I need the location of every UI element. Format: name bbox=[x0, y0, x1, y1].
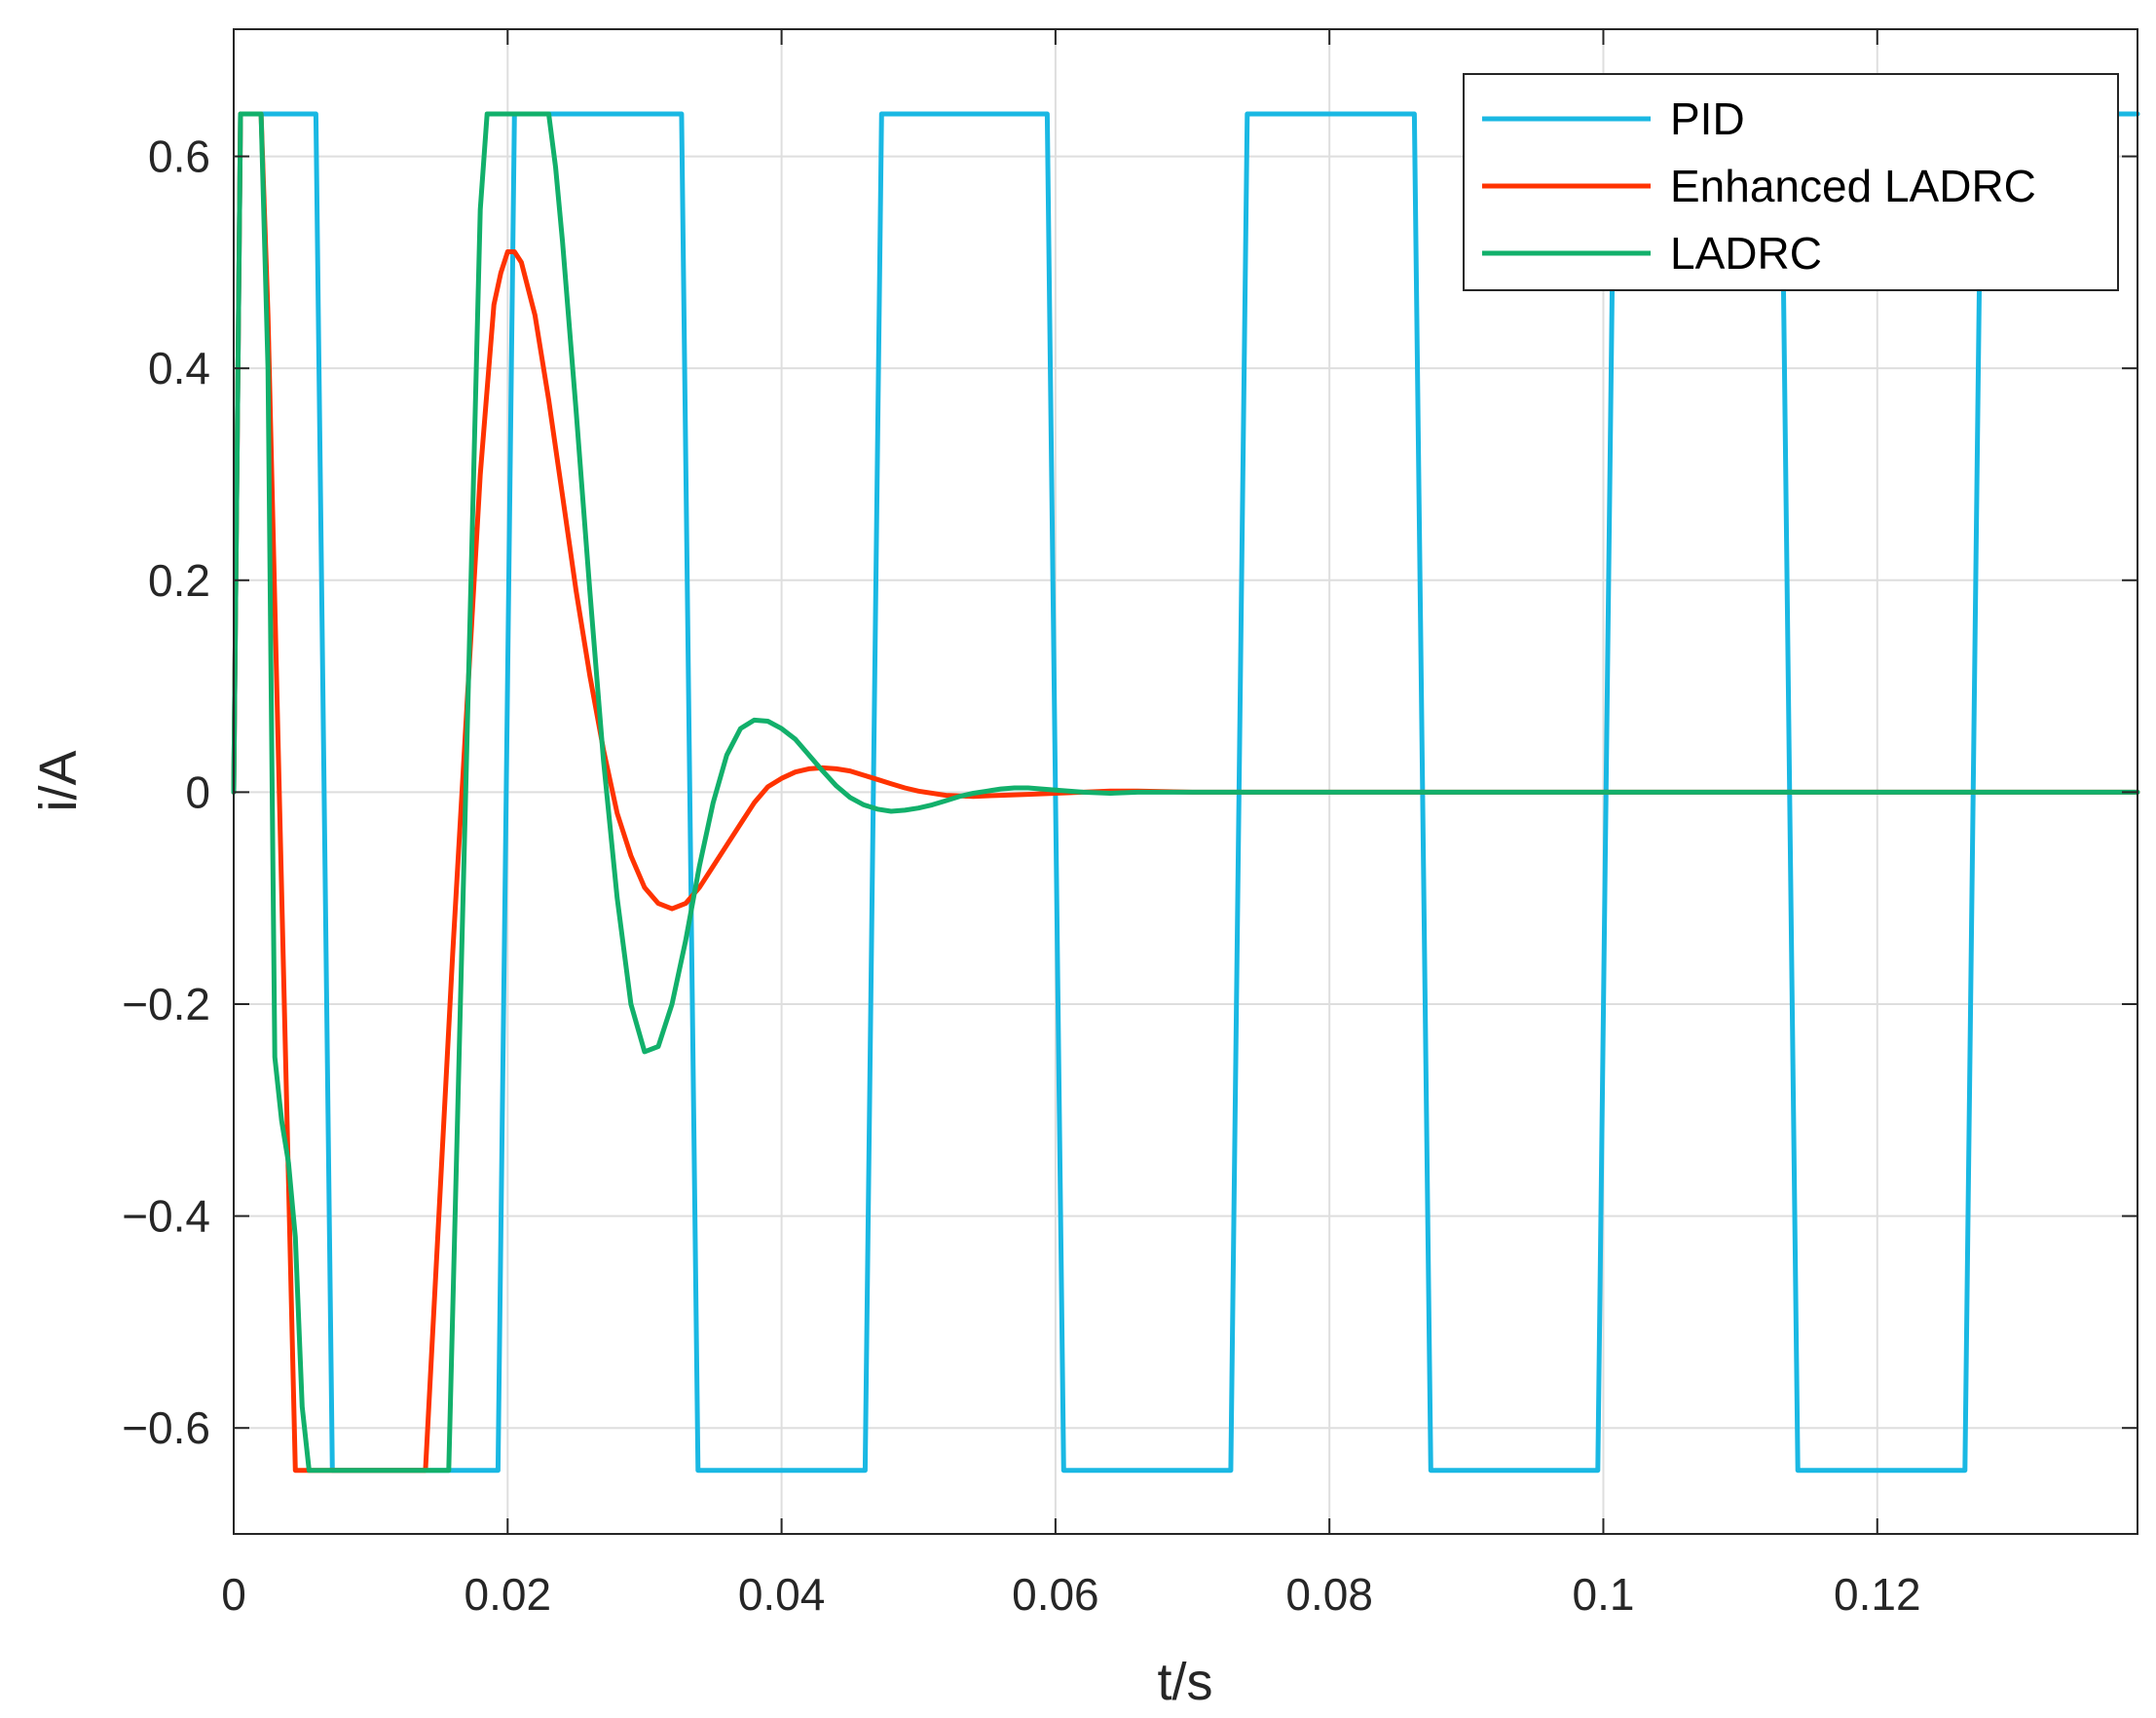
x-tick-labels: 0 0.02 0.04 0.06 0.08 0.1 0.12 bbox=[221, 1569, 1920, 1620]
legend: PID Enhanced LADRC LADRC bbox=[1463, 73, 2119, 291]
x-tick-label: 0.06 bbox=[1012, 1569, 1099, 1620]
series-line-ladrc bbox=[231, 111, 2140, 1474]
y-tick-label: 0 bbox=[185, 766, 210, 817]
x-axis-label: t/s bbox=[1157, 1653, 1212, 1711]
legend-label-ladrc: LADRC bbox=[1670, 228, 1822, 279]
y-tick-label: 0.4 bbox=[148, 343, 210, 393]
y-axis-label: i/A bbox=[29, 750, 88, 811]
x-tick-label: 0.08 bbox=[1285, 1569, 1373, 1620]
axes-box bbox=[233, 28, 2138, 1535]
legend-label-enhanced-ladrc: Enhanced LADRC bbox=[1670, 161, 2036, 211]
x-tick-label: 0.02 bbox=[465, 1569, 552, 1620]
legend-label-pid: PID bbox=[1670, 93, 1745, 144]
y-tick-label: −0.6 bbox=[122, 1402, 210, 1453]
x-tick-label: 0.1 bbox=[1572, 1569, 1634, 1620]
x-tick-label: 0 bbox=[221, 1569, 246, 1620]
y-tick-labels: 0.6 0.4 0.2 0 −0.2 −0.4 −0.6 bbox=[122, 131, 210, 1454]
y-tick-label: −0.2 bbox=[122, 979, 210, 1029]
series-line-enhanced-ladrc bbox=[231, 111, 2140, 1474]
series-layer bbox=[231, 111, 2140, 1474]
tick-marks bbox=[233, 29, 2137, 1534]
x-tick-label: 0.04 bbox=[738, 1569, 826, 1620]
legend-entries: PID Enhanced LADRC LADRC bbox=[1482, 93, 2036, 279]
y-tick-label: 0.2 bbox=[148, 555, 210, 606]
y-tick-label: −0.4 bbox=[122, 1191, 210, 1242]
x-tick-label: 0.12 bbox=[1834, 1569, 1921, 1620]
y-tick-label: 0.6 bbox=[148, 131, 210, 182]
